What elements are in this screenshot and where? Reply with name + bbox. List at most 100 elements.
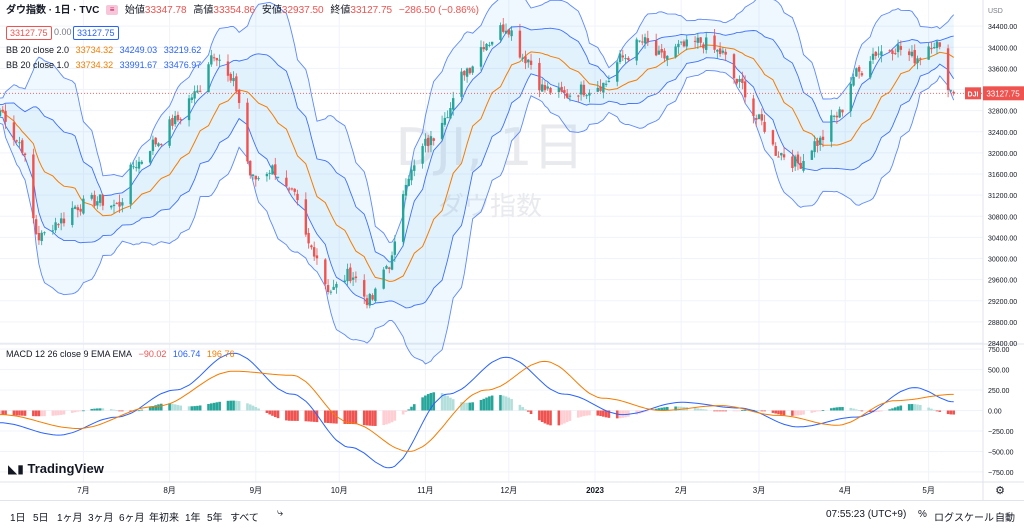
candle-body xyxy=(451,98,455,110)
bb1-legend[interactable]: BB 20 close 1.0 33734.32 33991.67 33476.… xyxy=(6,59,205,71)
macd-bar xyxy=(568,410,572,421)
candle-body xyxy=(12,122,16,140)
chart-color-icon[interactable]: ≡ xyxy=(106,5,119,16)
candle-body xyxy=(82,198,85,214)
last-price-symbol-tag xyxy=(965,87,981,100)
time-tick-label: 8月 xyxy=(163,486,175,495)
candle-body xyxy=(368,294,371,306)
macd-bar xyxy=(499,395,502,411)
range-1d[interactable]: 1日 xyxy=(10,513,26,524)
macd-bar xyxy=(40,410,44,417)
candle-body xyxy=(307,232,310,244)
candle-body xyxy=(479,47,483,67)
macd-bar xyxy=(446,395,449,411)
candle-body xyxy=(132,166,135,168)
candle-body xyxy=(713,35,716,50)
macd-bar xyxy=(176,405,180,411)
macd-bar xyxy=(90,408,94,411)
date-range-icon[interactable]: ⤷ xyxy=(277,507,284,519)
range-3m[interactable]: 3ヶ月 xyxy=(88,513,114,524)
log-scale-toggle[interactable]: ログスケール xyxy=(934,513,994,524)
range-5d[interactable]: 5日 xyxy=(33,513,49,524)
macd-bar xyxy=(362,410,366,426)
bb2-legend[interactable]: BB 20 close 2.0 33734.32 34249.03 33219.… xyxy=(6,44,205,56)
macd-bar xyxy=(799,410,803,416)
candle-body xyxy=(810,150,814,160)
time-tick-label: 4月 xyxy=(839,486,851,495)
macd-bar xyxy=(109,409,113,411)
macd-bar xyxy=(273,410,277,418)
candle-body xyxy=(329,291,333,293)
macd-bar xyxy=(296,410,299,421)
macd-bar xyxy=(546,410,550,425)
macd-bar xyxy=(187,406,191,411)
candle-body xyxy=(919,58,922,60)
macd-bar xyxy=(73,410,77,413)
time-tick-label: 11月 xyxy=(417,486,433,495)
macd-bar xyxy=(451,399,455,411)
signal-line xyxy=(0,360,954,452)
macd-tick-label: 500.00 xyxy=(988,368,1010,375)
macd-bar xyxy=(490,395,494,411)
macd-bar xyxy=(118,410,121,412)
candle-body xyxy=(268,172,271,174)
macd-tick-label: −750.00 xyxy=(988,470,1014,477)
macd-bar xyxy=(918,405,922,411)
buy-price-box[interactable]: 33127.75 xyxy=(73,26,119,40)
bb2-upper-line xyxy=(0,0,955,243)
candle-body xyxy=(471,66,474,73)
candle-body xyxy=(888,50,891,52)
macd-bar xyxy=(293,410,297,421)
macd-bar xyxy=(935,410,939,412)
candle-body xyxy=(207,64,210,93)
macd-bar xyxy=(693,408,697,411)
range-ytd[interactable]: 年初来 xyxy=(149,513,179,524)
macd-bar xyxy=(1,410,5,416)
candle-body xyxy=(98,194,102,203)
macd-bar xyxy=(307,410,310,422)
clock-time[interactable]: 07:55:23 (UTC+9) xyxy=(826,509,907,520)
auto-scale-toggle[interactable]: 自動 xyxy=(995,513,1015,524)
candle-body xyxy=(935,41,939,49)
range-1y[interactable]: 1年 xyxy=(185,513,201,524)
macd-bar xyxy=(849,407,853,411)
macd-bar xyxy=(229,400,233,411)
macd-bar xyxy=(735,410,739,412)
range-1m[interactable]: 1ヶ月 xyxy=(57,513,83,524)
macd-bar xyxy=(98,408,102,411)
candle-body xyxy=(18,142,21,144)
candle-body xyxy=(96,201,99,206)
chart-canvas[interactable]: DJI, 1日ダウ指数 DJI 33127.75 USD 34400.00 34000.0… xyxy=(0,0,1024,500)
candle-body xyxy=(90,194,93,199)
candle-body xyxy=(682,41,686,47)
macd-bar xyxy=(946,410,950,415)
candle-body xyxy=(171,117,174,126)
candle-body xyxy=(101,194,105,206)
candle-body xyxy=(910,51,914,57)
candle-body xyxy=(565,93,569,98)
candle-body xyxy=(877,53,880,55)
currency-label: USD xyxy=(988,8,1003,15)
candle-body xyxy=(499,25,502,40)
macd-bar xyxy=(15,410,18,416)
range-5y[interactable]: 5年 xyxy=(207,513,223,524)
macd-bar xyxy=(440,393,444,411)
macd-bar xyxy=(791,410,794,416)
price-tick-label: 30800.00 xyxy=(988,214,1017,221)
macd-legend[interactable]: MACD 12 26 close 9 EMA EMA −90.02 106.74… xyxy=(6,348,238,360)
tradingview-mark-icon: ◣▮ xyxy=(8,462,24,476)
percent-toggle[interactable]: % xyxy=(918,509,927,520)
range-all[interactable]: すべて xyxy=(230,513,259,524)
candle-body xyxy=(585,95,588,97)
candle-body xyxy=(488,44,491,46)
settings-gear-icon[interactable]: ⚙ xyxy=(995,485,1005,497)
candle-body xyxy=(385,266,388,269)
range-6m[interactable]: 6ヶ月 xyxy=(119,513,145,524)
macd-bar xyxy=(4,410,7,416)
candle-body xyxy=(743,81,747,98)
candle-body xyxy=(157,143,160,147)
candle-body xyxy=(460,71,463,97)
sell-price-box[interactable]: 33127.75 xyxy=(6,26,52,40)
macd-bar xyxy=(557,410,561,426)
